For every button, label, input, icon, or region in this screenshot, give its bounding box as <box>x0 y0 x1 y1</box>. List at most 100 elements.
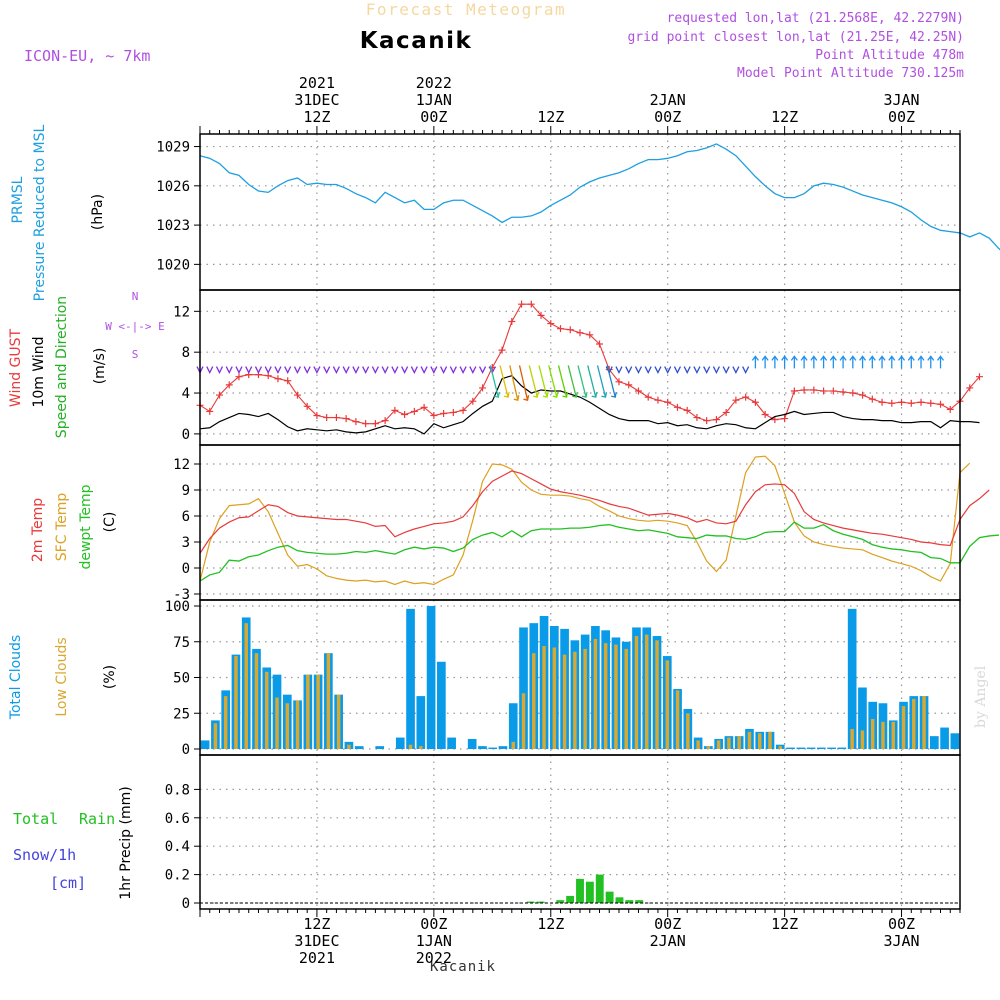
label-cm: [cm] <box>50 874 86 892</box>
wind-dir-arrow-head <box>591 391 598 398</box>
panel-frame <box>199 444 961 601</box>
total-cloud-bar <box>508 703 518 749</box>
total-cloud-bar <box>200 740 210 749</box>
wind-dir-arrow <box>712 366 720 374</box>
total-cloud-bar <box>847 608 857 749</box>
bottom-axis-label: 2JAN <box>650 932 686 950</box>
gust-marker <box>868 395 876 403</box>
wind-dir-arrow <box>898 355 906 369</box>
panel-temperature: -3 0 3 6 9 12 2m Temp SFC Temp dewpt Temp (C) <box>30 445 1000 603</box>
low-cloud-bar <box>891 721 895 749</box>
low-cloud-bar <box>521 693 526 749</box>
bottom-axis-label: 31DEC <box>294 932 339 950</box>
bottom-axis-label: 00Z <box>420 915 447 933</box>
y-tick-label: 0 <box>182 427 190 443</box>
wind-dir-arrow <box>245 366 253 374</box>
total-cloud-bar <box>467 738 477 749</box>
total-cloud-bar <box>395 737 405 749</box>
label-10m-wind: 10m Wind <box>31 336 47 407</box>
wind-dir-arrow-strong <box>518 365 529 401</box>
wind-dir-arrow <box>800 355 808 369</box>
y-tick-label: 0.4 <box>165 839 190 855</box>
wind-dir-arrow <box>917 355 925 369</box>
wind-dir-arrow-strong <box>489 365 499 398</box>
y-tick-label: 100 <box>165 599 190 615</box>
gust-marker <box>576 329 584 337</box>
wind-dir-arrow-head <box>503 391 510 398</box>
gust-marker <box>975 373 983 381</box>
gust-marker <box>352 418 360 426</box>
gust-marker <box>537 311 545 319</box>
wind-dir-arrow <box>449 366 457 374</box>
top-axis-label: 12Z <box>537 108 564 126</box>
wind-dir-arrow <box>420 366 428 374</box>
low-cloud-bar <box>757 733 762 749</box>
y-tick-label: 1020 <box>156 257 190 273</box>
low-cloud-bar <box>552 647 557 749</box>
low-cloud-bar <box>306 674 310 749</box>
label-prmsl: PRMSL <box>10 176 26 223</box>
label-sfc-temp: SFC Temp <box>54 493 70 562</box>
y-tick-label: 0 <box>182 561 190 577</box>
gust-marker <box>595 340 603 348</box>
wind-dir-arrow-strong <box>548 365 558 398</box>
y-tick-label: 0 <box>182 896 190 912</box>
top-axis-label: 12Z <box>303 108 330 126</box>
wind-dir-arrow-strong <box>528 365 538 398</box>
wind-dir-arrow <box>625 366 633 374</box>
gust-marker <box>235 373 243 381</box>
model-altitude: Model Point Altitude 730.125m <box>737 66 964 81</box>
low-cloud-bar <box>603 643 608 749</box>
footer-location: Kacanik <box>430 959 496 975</box>
gust-marker <box>820 387 828 395</box>
low-cloud-bar <box>645 634 649 749</box>
total-cloud-bar <box>796 747 806 749</box>
low-cloud-bar <box>347 744 351 749</box>
wind-dir-arrow-head <box>552 391 559 398</box>
gust-marker <box>625 381 633 389</box>
low-cloud-bar <box>285 703 290 749</box>
wind-dir-arrow <box>215 366 224 374</box>
wind-dir-arrow <box>352 366 360 374</box>
low-cloud-bar <box>881 721 885 749</box>
total-cloud-bar <box>437 661 446 749</box>
low-cloud-bar <box>254 653 259 749</box>
gust-marker <box>449 408 457 416</box>
low-cloud-bar <box>419 746 423 749</box>
total-cloud-bar <box>447 737 456 749</box>
gust-marker <box>673 403 681 411</box>
gust-marker <box>401 410 409 418</box>
wind-dir-arrow <box>342 366 350 374</box>
y-tick-label: 1026 <box>156 179 190 195</box>
wind-dir-arrow <box>274 366 282 374</box>
low-cloud-bar <box>706 746 711 749</box>
gust-marker <box>440 409 448 417</box>
wind-dir-arrow <box>264 366 272 374</box>
wind-dir-arrow <box>362 366 370 374</box>
gust-marker <box>966 384 974 392</box>
top-axis-label: 00Z <box>654 108 681 126</box>
wind-dir-arrow <box>469 366 477 374</box>
gust-marker <box>381 417 389 425</box>
point-altitude: Point Altitude 478m <box>815 48 964 63</box>
wind-dir-arrow-strong <box>557 365 568 398</box>
gust-marker <box>274 375 282 383</box>
wind-dir-arrow <box>907 355 915 369</box>
bottom-axis-label: 12Z <box>771 915 798 933</box>
gust-marker <box>342 415 350 423</box>
wind-dir-arrow <box>634 366 643 374</box>
gust-marker <box>566 326 574 334</box>
wind-dir-arrow <box>654 366 662 374</box>
wind-dir-arrow-head <box>533 391 539 398</box>
total-cloud-bar <box>827 747 836 749</box>
gust-marker <box>469 397 477 405</box>
bottom-axis-label: 00Z <box>654 915 681 933</box>
low-cloud-bar <box>213 723 218 749</box>
rain-bar <box>605 891 614 903</box>
y-tick-label: 12 <box>173 304 190 320</box>
rain-bar <box>595 874 604 903</box>
gust-marker <box>362 420 370 428</box>
low-cloud-bar <box>747 731 752 749</box>
gust-marker <box>215 391 223 399</box>
gust-marker <box>459 406 467 414</box>
